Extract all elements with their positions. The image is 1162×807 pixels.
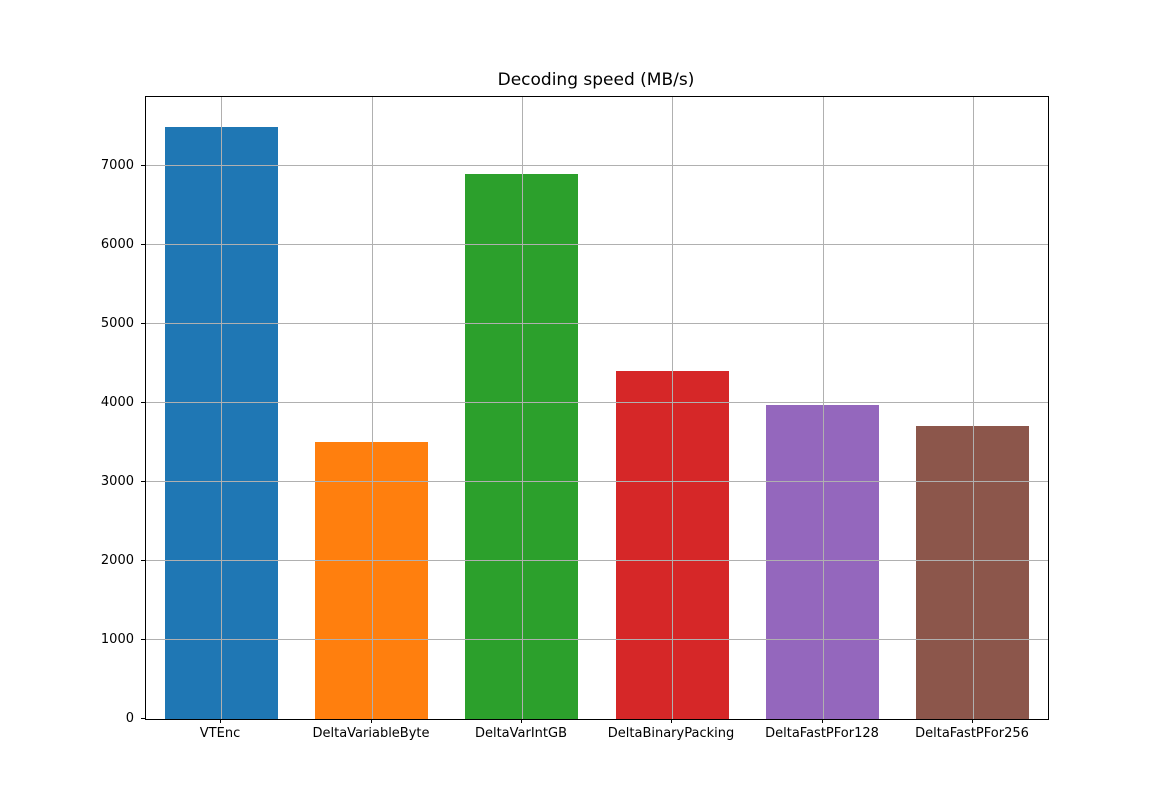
ytick-mark-2000 <box>141 560 145 561</box>
ytick-label-6000: 6000 <box>100 237 134 252</box>
xtick-label-DeltaFastPFor256: DeltaFastPFor256 <box>915 726 1029 741</box>
gridline-x-DeltaFastPFor256 <box>973 97 974 719</box>
ytick-label-2000: 2000 <box>100 553 134 568</box>
xtick-label-DeltaVariableByte: DeltaVariableByte <box>312 726 430 741</box>
xtick-label-DeltaVarIntGB: DeltaVarIntGB <box>474 726 568 741</box>
gridline-y-3000 <box>146 481 1048 482</box>
xtick-mark-DeltaVarIntGB <box>521 719 522 723</box>
ytick-mark-1000 <box>141 639 145 640</box>
ytick-mark-4000 <box>141 402 145 403</box>
ytick-label-5000: 5000 <box>100 316 134 331</box>
gridline-x-DeltaBinaryPacking <box>672 97 673 719</box>
bar-DeltaFastPFor128 <box>766 405 879 719</box>
gridline-y-1000 <box>146 639 1048 640</box>
ytick-mark-7000 <box>141 165 145 166</box>
gridline-y-4000 <box>146 402 1048 403</box>
xtick-label-DeltaBinaryPacking: DeltaBinaryPacking <box>607 726 735 741</box>
gridline-x-DeltaVarIntGB <box>522 97 523 719</box>
ytick-label-1000: 1000 <box>100 632 134 647</box>
ytick-label-4000: 4000 <box>100 395 134 410</box>
xtick-mark-VTEnc <box>220 719 221 723</box>
xtick-mark-DeltaVariableByte <box>371 719 372 723</box>
xtick-mark-DeltaFastPFor256 <box>972 719 973 723</box>
ytick-mark-0 <box>141 718 145 719</box>
gridline-y-7000 <box>146 165 1048 166</box>
ytick-mark-3000 <box>141 481 145 482</box>
ytick-label-3000: 3000 <box>100 474 134 489</box>
gridline-y-2000 <box>146 560 1048 561</box>
ytick-label-7000: 7000 <box>100 158 134 173</box>
bar-DeltaFastPFor256 <box>916 426 1029 719</box>
xtick-mark-DeltaFastPFor128 <box>822 719 823 723</box>
ytick-label-0: 0 <box>125 711 134 726</box>
gridline-y-5000 <box>146 323 1048 324</box>
xtick-mark-DeltaBinaryPacking <box>671 719 672 723</box>
bar-DeltaVarIntGB <box>465 174 578 719</box>
bar-DeltaVariableByte <box>315 442 428 719</box>
gridline-x-DeltaVariableByte <box>372 97 373 719</box>
gridline-x-DeltaFastPFor128 <box>823 97 824 719</box>
xtick-label-DeltaFastPFor128: DeltaFastPFor128 <box>765 726 879 741</box>
ytick-mark-5000 <box>141 323 145 324</box>
gridline-y-6000 <box>146 244 1048 245</box>
plot-area <box>145 96 1049 720</box>
chart-title: Decoding speed (MB/s) <box>497 70 695 90</box>
xtick-label-VTEnc: VTEnc <box>199 726 241 741</box>
gridline-x-VTEnc <box>221 97 222 719</box>
ytick-mark-6000 <box>141 244 145 245</box>
